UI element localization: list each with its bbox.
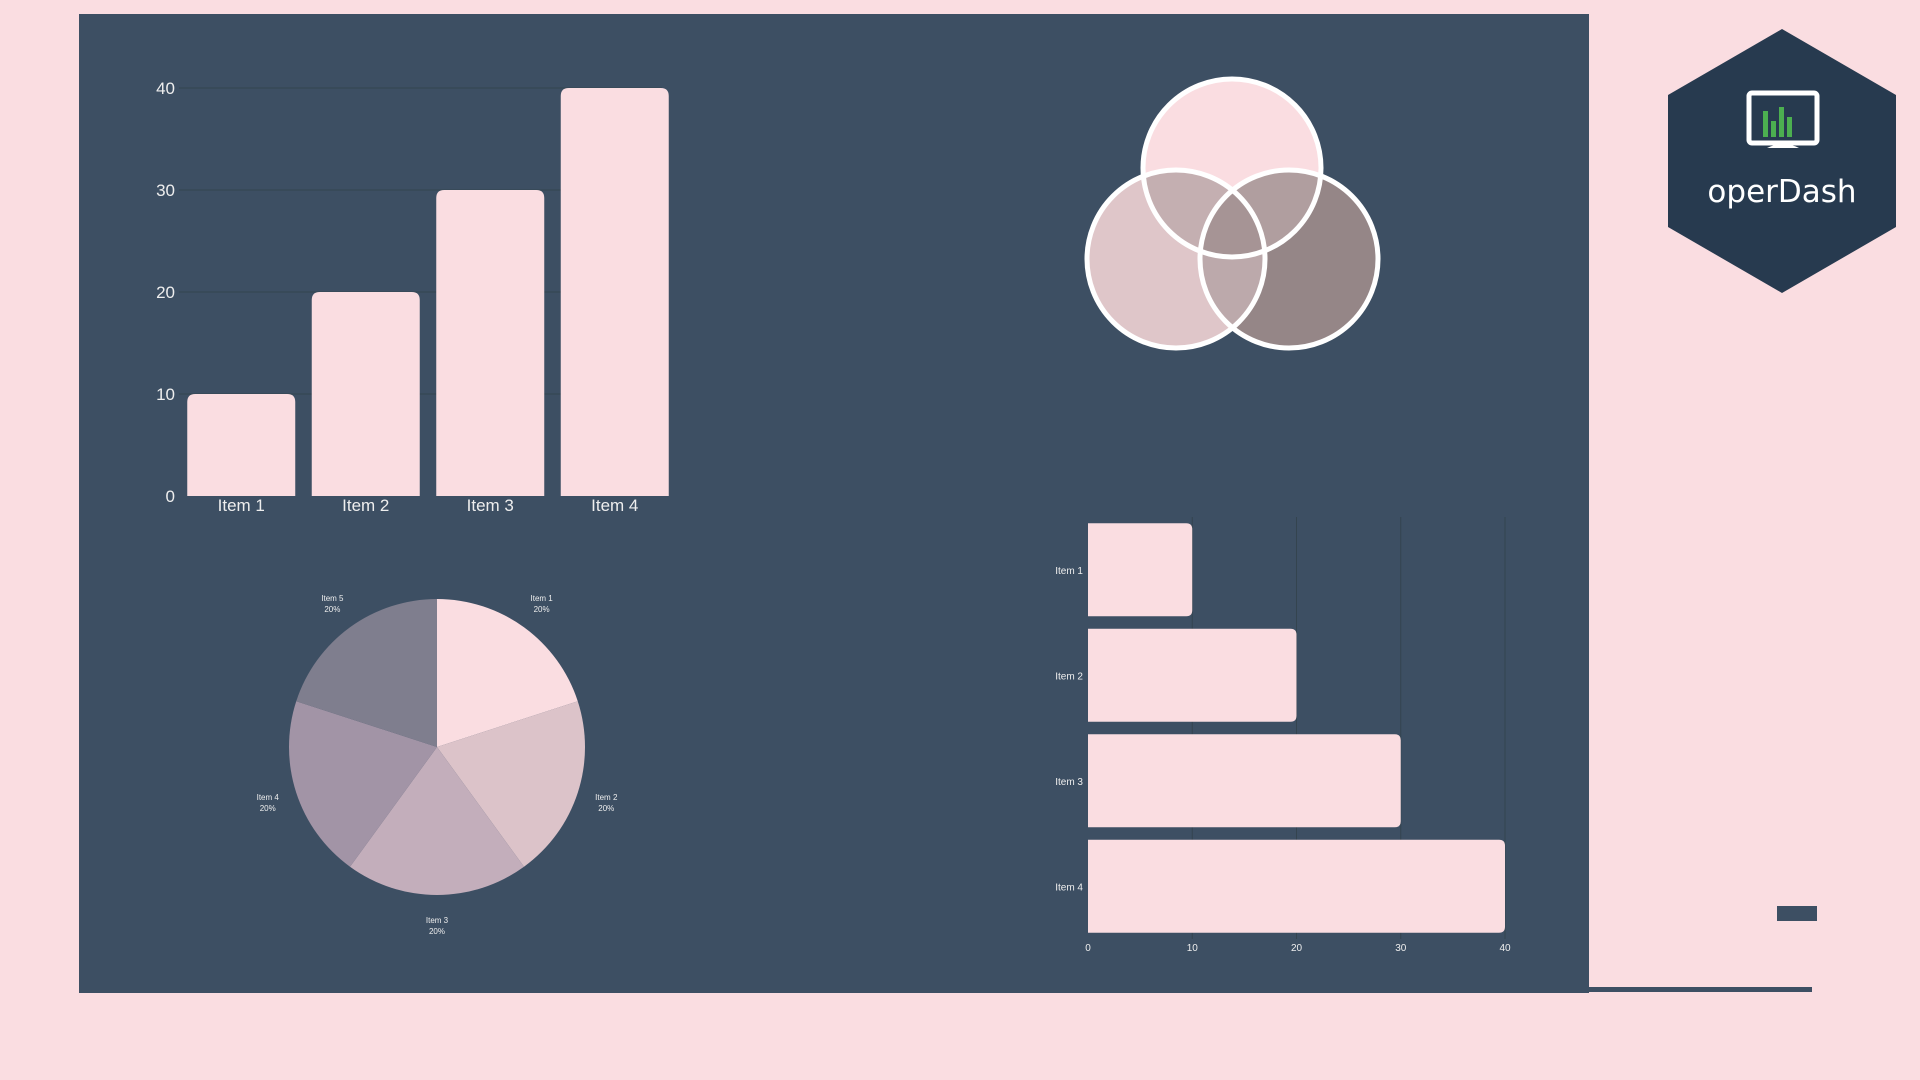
- pie-slice: [437, 599, 578, 747]
- bar: [436, 190, 545, 496]
- x-tick-label: Item 3: [467, 496, 514, 515]
- y-tick-label: Item 1: [1055, 566, 1083, 577]
- brand-name: operDash: [1707, 174, 1856, 210]
- pie-value-label: 20%: [534, 605, 550, 614]
- y-tick-label: Item 3: [1055, 777, 1083, 788]
- y-tick-label: 20: [156, 283, 175, 302]
- y-tick-label: 30: [156, 181, 175, 200]
- pie-value-label: 20%: [260, 804, 276, 813]
- pie-slice: [296, 599, 437, 747]
- venn-outline: [1084, 167, 1268, 351]
- pie-slice: [437, 701, 585, 867]
- x-tick-label: Item 1: [218, 496, 265, 515]
- pie-value-label: 20%: [324, 605, 340, 614]
- x-tick-label: 0: [1085, 943, 1091, 954]
- x-tick-label: Item 4: [591, 496, 638, 515]
- collapse-button[interactable]: [1777, 906, 1817, 921]
- pie-label: Item 2: [595, 793, 618, 802]
- logo-hexagon: [1668, 29, 1896, 293]
- bar: [311, 292, 420, 496]
- bar: [187, 394, 296, 496]
- y-tick-label: Item 2: [1055, 671, 1083, 682]
- pie-label: Item 1: [531, 594, 554, 603]
- bottom-divider: [1589, 987, 1812, 992]
- horizontal-bar-chart: 0 10 20 30 40 Item 1 Item 2 Item 3 Item 4: [1055, 517, 1511, 954]
- y-tick-label: 0: [166, 487, 175, 506]
- pie-value-label: 20%: [429, 927, 445, 936]
- x-tick-label: 40: [1499, 943, 1511, 954]
- x-tick-label: 10: [1187, 943, 1199, 954]
- venn-diagram: [1084, 76, 1381, 351]
- pie-value-label: 20%: [598, 804, 614, 813]
- pie-chart: Item 1 20% Item 2 20% Item 3 20% Item 4 20% Item…: [257, 594, 618, 936]
- bar: [1088, 628, 1297, 722]
- x-tick-label: 20: [1291, 943, 1303, 954]
- pie-label: Item 4: [257, 793, 280, 802]
- y-tick-label: Item 4: [1055, 882, 1083, 893]
- bar: [1088, 839, 1505, 933]
- bar: [1088, 523, 1193, 617]
- brand-logo: operDash: [1668, 29, 1896, 293]
- y-tick-label: 10: [156, 385, 175, 404]
- pie-slice: [350, 747, 524, 895]
- venn-overlap-1-2-3: [1200, 170, 1265, 257]
- main-panel: 0 10 20 30 40 Item 1 Item 2 Item 3 Item 4 Item 1…: [79, 14, 1589, 993]
- monitor-bar-chart-icon: [1746, 90, 1820, 148]
- charts-layer: 0 10 20 30 40 Item 1 Item 2 Item 3 Item 4 Item 1…: [156, 76, 1511, 954]
- x-tick-label: 30: [1395, 943, 1407, 954]
- pie-label: Item 3: [426, 916, 449, 925]
- y-tick-label: 40: [156, 79, 175, 98]
- pie-label: Item 5: [321, 594, 344, 603]
- vertical-bar-chart: 0 10 20 30 40 Item 1 Item 2 Item 3 Item 4: [156, 79, 669, 515]
- bar: [1088, 734, 1401, 828]
- venn-outline: [1140, 76, 1324, 260]
- pie-slice: [289, 701, 437, 867]
- bar: [560, 88, 669, 496]
- venn-outline: [1197, 167, 1381, 351]
- x-tick-label: Item 2: [342, 496, 389, 515]
